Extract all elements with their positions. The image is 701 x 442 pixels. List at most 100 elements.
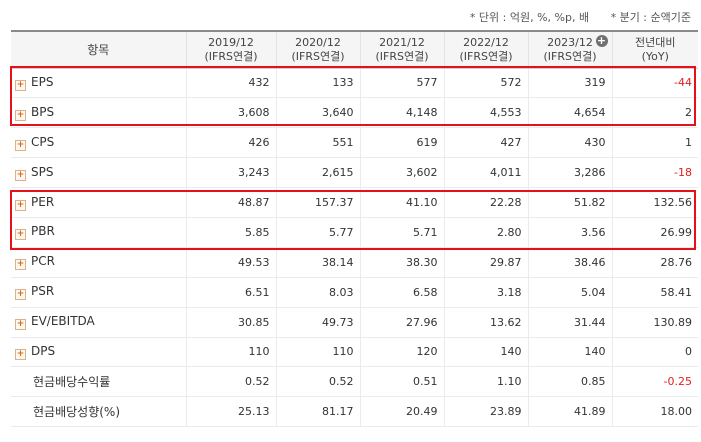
row-label-cell[interactable]: + PCR [11, 247, 186, 278]
row-label: DPS [31, 343, 56, 358]
value-cell: 3,243 [185, 157, 276, 189]
row-label: SPS [31, 164, 54, 179]
row-label-cell[interactable]: + BPS [11, 97, 186, 129]
value-cell: 25.13 [185, 396, 276, 428]
header-year: 2022/12 (IFRS연결) [443, 30, 528, 69]
value-cell: 31.44 [527, 307, 612, 338]
row-label-cell[interactable]: + PER [11, 187, 186, 218]
value-cell: 133 [275, 68, 360, 99]
value-cell: 3,602 [359, 157, 444, 189]
row-label: PCR [31, 254, 55, 269]
table-row: 현금배당수익률 0.52 0.52 0.51 1.10 0.85 -0.25 [11, 366, 698, 398]
expand-plus-icon[interactable]: + [15, 319, 26, 331]
value-cell: 49.53 [185, 247, 276, 278]
value-cell: 41.89 [527, 396, 612, 428]
row-label-cell[interactable]: + PBR [11, 217, 186, 248]
unit-note: * 단위 : 억원, %, %p, 배 [469, 11, 590, 24]
plus-circle-icon[interactable]: + [595, 34, 608, 47]
yoy-cell: -44 [611, 68, 698, 99]
header-row: 항목 2019/12 (IFRS연결) 2020/12 (IFRS연결) 2021/… [11, 30, 698, 69]
table-row: + BPS 3,608 3,640 4,148 4,553 4,654 2 [11, 97, 698, 129]
yoy-cell: 0 [611, 337, 698, 368]
header-year: 2019/12 (IFRS연결) [185, 30, 276, 69]
value-cell: 13.62 [443, 307, 528, 338]
value-cell: 427 [443, 127, 528, 159]
expand-plus-icon[interactable]: + [15, 109, 26, 121]
value-cell: 4,011 [443, 157, 528, 189]
value-cell: 38.30 [359, 247, 444, 278]
row-label: 현금배당성향(%) [33, 405, 121, 420]
expand-plus-icon[interactable]: + [15, 348, 26, 360]
value-cell: 140 [443, 337, 528, 368]
row-label-cell: 현금배당수익률 [11, 366, 186, 398]
value-cell: 4,654 [527, 97, 612, 129]
value-cell: 4,553 [443, 97, 528, 129]
expand-plus-icon[interactable]: + [15, 229, 26, 241]
expand-plus-icon[interactable]: + [15, 199, 26, 211]
yoy-cell: 28.76 [611, 247, 698, 278]
table-row: + EPS 432 133 577 572 319 -44 [11, 68, 698, 99]
yoy-cell: 58.41 [611, 277, 698, 308]
value-cell: 0.52 [275, 366, 360, 398]
value-cell: 110 [275, 337, 360, 368]
value-cell: 38.14 [275, 247, 360, 278]
row-label: CPS [31, 134, 55, 149]
yoy-cell: 1 [611, 127, 698, 159]
value-cell: 572 [443, 68, 528, 99]
value-cell: 0.51 [359, 366, 444, 398]
table-row: 현금배당성향(%) 25.13 81.17 20.49 23.89 41.89 18.00 [11, 396, 698, 428]
value-cell: 3.18 [443, 277, 528, 308]
value-cell: 551 [275, 127, 360, 159]
value-cell: 1.10 [443, 366, 528, 398]
yoy-cell: 26.99 [611, 217, 698, 248]
value-cell: 430 [527, 127, 612, 159]
table-row: + DPS 110 110 120 140 140 0 [11, 337, 698, 368]
value-cell: 426 [185, 127, 276, 159]
yoy-cell: 132.56 [611, 187, 698, 218]
value-cell: 38.46 [527, 247, 612, 278]
value-cell: 2.80 [443, 217, 528, 248]
value-cell: 81.17 [275, 396, 360, 428]
value-cell: 5.71 [359, 217, 444, 248]
expand-plus-icon[interactable]: + [15, 289, 26, 301]
value-cell: 432 [185, 68, 276, 99]
header-item: 항목 [11, 30, 186, 69]
value-cell: 27.96 [359, 307, 444, 338]
value-cell: 319 [527, 68, 612, 99]
row-label-cell[interactable]: + PSR [11, 277, 186, 308]
row-label-cell[interactable]: + EV/EBITDA [11, 307, 186, 338]
value-cell: 4,148 [359, 97, 444, 129]
row-label-cell[interactable]: + SPS [11, 157, 186, 189]
period-note: * 분기 : 순액기준 [610, 11, 691, 24]
value-cell: 5.04 [527, 277, 612, 308]
value-cell: 577 [359, 68, 444, 99]
value-cell: 2,615 [275, 157, 360, 189]
row-label: PBR [31, 224, 55, 239]
value-cell: 22.28 [443, 187, 528, 218]
header-year: 2020/12 (IFRS연결) [275, 30, 360, 69]
expand-plus-icon[interactable]: + [15, 79, 26, 91]
value-cell: 5.85 [185, 217, 276, 248]
header-year: 2023/12 (IFRS연결) + [527, 30, 612, 69]
row-label-cell[interactable]: + DPS [11, 337, 186, 368]
table-row: + PSR 6.51 8.03 6.58 3.18 5.04 58.41 [11, 277, 698, 308]
value-cell: 120 [359, 337, 444, 368]
expand-plus-icon[interactable]: + [15, 259, 26, 271]
value-cell: 8.03 [275, 277, 360, 308]
row-label-cell[interactable]: + EPS [11, 68, 186, 99]
yoy-cell: 18.00 [611, 396, 698, 428]
row-label: PER [31, 194, 55, 209]
expand-plus-icon[interactable]: + [15, 139, 26, 151]
table-row: + PBR 5.85 5.77 5.71 2.80 3.56 26.99 [11, 217, 698, 248]
table-row: + CPS 426 551 619 427 430 1 [11, 127, 698, 159]
value-cell: 3,640 [275, 97, 360, 129]
row-label-cell[interactable]: + CPS [11, 127, 186, 159]
value-cell: 3,286 [527, 157, 612, 189]
expand-plus-icon[interactable]: + [15, 169, 26, 181]
table-row: + PCR 49.53 38.14 38.30 29.87 38.46 28.76 [11, 247, 698, 278]
value-cell: 49.73 [275, 307, 360, 338]
row-label-cell: 현금배당성향(%) [11, 396, 186, 428]
value-cell: 20.49 [359, 396, 444, 428]
row-label: 현금배당수익률 [33, 375, 111, 390]
value-cell: 48.87 [185, 187, 276, 218]
